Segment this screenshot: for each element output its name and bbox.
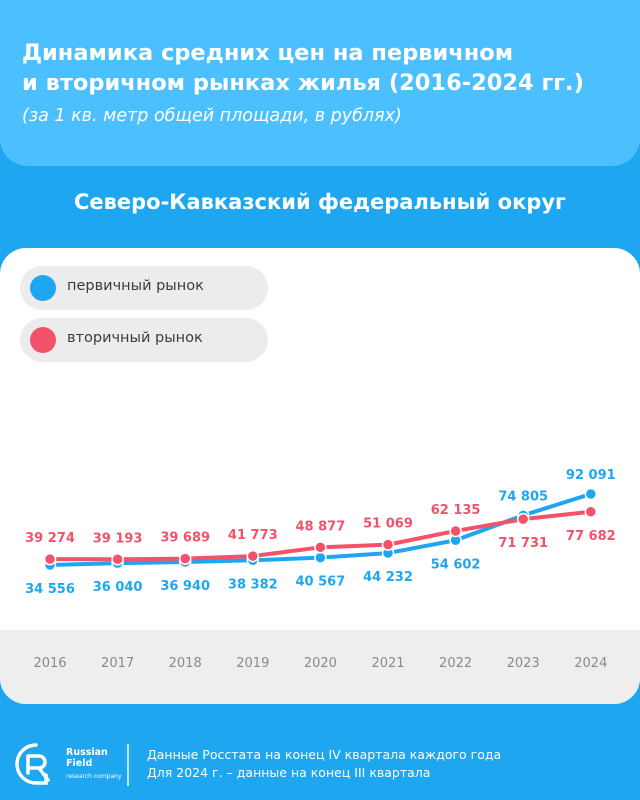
source-note: Данные Росстата на конец IV квартала каж… — [147, 746, 501, 782]
data-label-primary-2022: 54 602 — [431, 557, 481, 572]
x-axis-band — [0, 630, 640, 704]
legend-dot-primary — [30, 275, 56, 301]
legend-label-primary: первичный рынок — [67, 278, 204, 294]
chart-title: Динамика средних цен на первичном и втор… — [22, 38, 632, 98]
point-primary-2020 — [314, 551, 327, 564]
data-label-secondary-2021: 51 069 — [363, 517, 413, 532]
brand-tagline: research company — [66, 773, 122, 780]
data-label-secondary-2016: 39 274 — [25, 531, 75, 546]
data-label-primary-2018: 36 940 — [160, 579, 210, 594]
point-secondary-2022 — [449, 524, 462, 538]
point-secondary-2021 — [381, 538, 395, 551]
x-tick-label-2021: 2021 — [371, 656, 404, 671]
point-secondary-2023 — [516, 512, 530, 526]
data-label-primary-2016: 34 556 — [25, 582, 75, 597]
point-secondary-2016 — [43, 552, 57, 566]
data-label-secondary-2019: 41 773 — [228, 528, 278, 543]
data-label-secondary-2018: 39 689 — [160, 531, 210, 546]
title-line-2: и вторичном рынках жилья (2016-2024 гг.) — [22, 70, 584, 96]
region-title: Северо-Кавказский федеральный округ — [73, 190, 567, 214]
brand-name: Russian Field — [66, 747, 108, 769]
header-banner: Динамика средних цен на первичном и втор… — [0, 0, 640, 166]
legend-dot-secondary — [30, 327, 56, 353]
line-chart: 2016 2017 2018 2019 2020 2021 2022 2023 2024 34 5… — [25, 468, 616, 671]
data-label-secondary-2017: 39 193 — [93, 531, 143, 546]
footer: Russian Field research company Данные Ро… — [0, 730, 640, 800]
x-tick-label-2024: 2024 — [574, 656, 607, 671]
data-label-secondary-2023: 71 731 — [498, 536, 548, 551]
legend-item-secondary: вторичный рынок — [20, 318, 268, 362]
data-label-secondary-2022: 62 135 — [431, 503, 481, 518]
data-label-primary-2017: 36 040 — [93, 580, 143, 595]
brand-line-2: Field — [66, 758, 93, 769]
point-secondary-2017 — [111, 553, 124, 566]
point-secondary-2024 — [584, 505, 598, 519]
x-tick-label-2019: 2019 — [236, 656, 269, 671]
data-label-primary-2023: 74 805 — [498, 489, 548, 504]
x-tick-label-2020: 2020 — [304, 656, 337, 671]
russian-field-logo-icon — [15, 743, 50, 785]
x-tick-label-2017: 2017 — [101, 656, 134, 671]
footer-divider — [127, 744, 129, 786]
x-tick-label-2023: 2023 — [507, 656, 540, 671]
data-label-primary-2024: 92 091 — [566, 468, 616, 483]
title-line-1: Динамика средних цен на первичном — [22, 40, 514, 66]
data-label-primary-2020: 40 567 — [296, 575, 346, 590]
x-tick-label-2018: 2018 — [169, 656, 202, 671]
data-label-primary-2021: 44 232 — [363, 570, 413, 585]
data-label-secondary-2020: 48 877 — [296, 519, 346, 534]
chart-card: первичный рынок вторичный рынок 2016 2017… — [0, 248, 640, 704]
legend-label-secondary: вторичный рынок — [67, 330, 203, 346]
legend-item-primary: первичный рынок — [20, 266, 268, 310]
x-tick-label-2016: 2016 — [33, 656, 66, 671]
source-note-line-2: Для 2024 г. – данные на конец III кварта… — [147, 765, 431, 780]
data-label-secondary-2024: 77 682 — [566, 529, 616, 544]
data-label-primary-2019: 38 382 — [228, 577, 278, 592]
source-note-line-1: Данные Росстата на конец IV квартала каж… — [147, 747, 502, 762]
point-secondary-2019 — [246, 549, 260, 563]
brand-line-1: Russian — [66, 747, 108, 758]
x-tick-label-2022: 2022 — [439, 656, 472, 671]
point-secondary-2020 — [314, 541, 327, 554]
point-secondary-2018 — [178, 552, 192, 565]
point-primary-2024 — [584, 487, 598, 501]
chart-subtitle: (за 1 кв. метр общей площади, в рублях) — [22, 106, 402, 126]
